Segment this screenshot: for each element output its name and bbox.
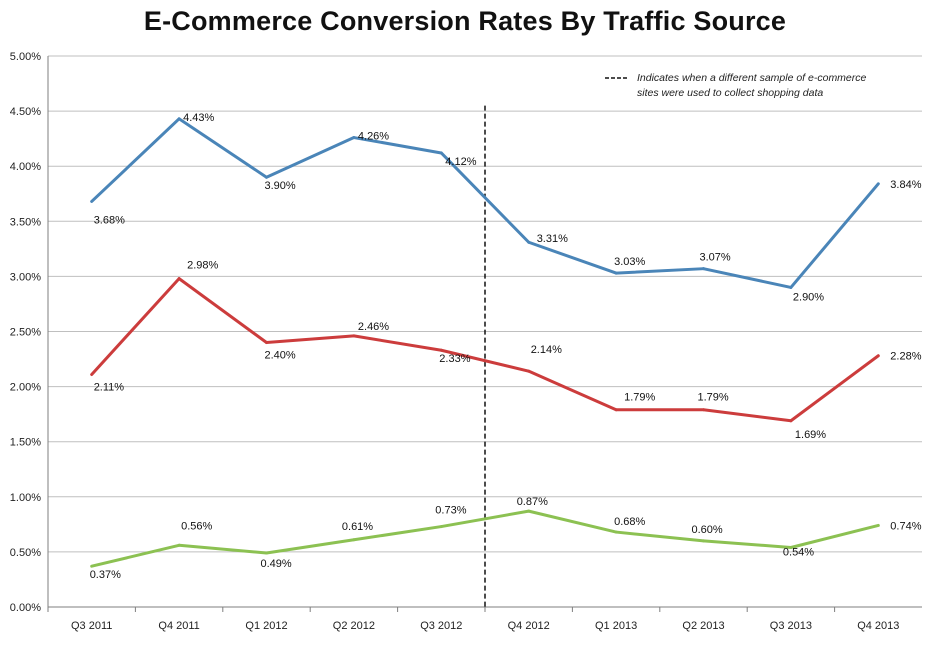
y-tick-label: 1.00% xyxy=(10,492,41,504)
series-3-data-label: 0.56% xyxy=(181,520,212,532)
series-2-segment xyxy=(527,369,618,412)
y-tick-label: 2.00% xyxy=(10,382,41,394)
series-3-data-label: 0.54% xyxy=(783,546,814,558)
y-tick-label: 2.50% xyxy=(10,327,41,339)
chart-title: E-Commerce Conversion Rates By Traffic S… xyxy=(143,6,787,36)
series-2-data-label: 1.69% xyxy=(795,429,826,441)
series-2-segment xyxy=(90,277,181,376)
x-tick-label: Q4 2012 xyxy=(508,620,550,632)
series-3-data-label: 0.60% xyxy=(692,524,723,536)
y-tick-label: 3.00% xyxy=(10,271,41,283)
series-1-segment xyxy=(789,182,880,289)
series-1-segment xyxy=(527,240,618,275)
x-tick-label: Q3 2013 xyxy=(770,620,812,632)
annotation-text: sites were used to collect shopping data xyxy=(637,87,823,99)
series-3-segment xyxy=(352,525,443,542)
series-2-segment xyxy=(702,408,793,423)
series-2-data-label: 2.46% xyxy=(358,321,389,333)
series-3-segment xyxy=(265,538,356,555)
series-3-data-label: 0.61% xyxy=(342,521,373,533)
series-1-segment xyxy=(614,267,705,275)
series-1-segment xyxy=(265,136,356,179)
series-1-segment xyxy=(702,267,793,289)
series-1-data-label: 4.43% xyxy=(183,112,214,124)
series-3-data-label: 0.49% xyxy=(261,558,292,570)
series-1-data-label: 3.90% xyxy=(265,180,296,192)
y-tick-label: 0.00% xyxy=(10,602,41,614)
series-1-data-label: 4.26% xyxy=(358,131,389,143)
series-2-segment xyxy=(265,334,356,345)
series-2-data-label: 1.79% xyxy=(624,392,655,404)
series-1-data-label: 3.68% xyxy=(94,214,125,226)
series-2-data-label: 2.33% xyxy=(439,353,470,365)
series-3-segment xyxy=(90,543,181,568)
series-3-segment xyxy=(789,523,880,549)
y-tick-label: 4.50% xyxy=(10,106,41,118)
series-1-data-label: 3.31% xyxy=(537,233,568,245)
series-3-segment xyxy=(439,509,531,529)
series-3-segment xyxy=(177,543,268,555)
x-tick-label: Q3 2011 xyxy=(71,620,112,632)
series-2-segment xyxy=(352,334,443,352)
x-tick-label: Q3 2012 xyxy=(420,620,462,632)
series-3-segment xyxy=(527,509,618,534)
series-3-data-label: 0.74% xyxy=(890,520,921,532)
x-tick-label: Q2 2013 xyxy=(682,620,724,632)
series-2-data-label: 2.28% xyxy=(890,351,921,363)
series-1-data-label: 3.03% xyxy=(614,256,645,268)
y-tick-label: 0.50% xyxy=(10,547,41,559)
series-3-data-label: 0.37% xyxy=(90,569,121,581)
series-1-segment xyxy=(177,117,268,179)
series-3-segment xyxy=(702,539,793,549)
series-1-data-label: 3.84% xyxy=(890,179,921,191)
series-3-segment xyxy=(614,530,705,543)
series-2-data-label: 2.14% xyxy=(531,344,562,356)
series-2-segment xyxy=(789,354,880,423)
series-1-data-label: 2.90% xyxy=(793,291,824,303)
x-tick-label: Q2 2012 xyxy=(333,620,375,632)
series-1-segment xyxy=(352,136,443,155)
series-1-segment xyxy=(439,151,531,244)
x-tick-label: Q4 2013 xyxy=(857,620,899,632)
series-3-data-label: 0.73% xyxy=(435,505,466,517)
x-tick-label: Q1 2012 xyxy=(245,620,287,632)
series-2-segment xyxy=(439,348,531,373)
y-tick-label: 1.50% xyxy=(10,437,41,449)
annotation-text: Indicates when a different sample of e-c… xyxy=(637,72,867,84)
series-2-data-label: 2.11% xyxy=(94,381,125,393)
series-2-data-label: 1.79% xyxy=(698,392,729,404)
y-tick-label: 3.50% xyxy=(10,216,41,228)
series-3-data-label: 0.87% xyxy=(517,496,548,508)
series-1-segment xyxy=(90,117,181,203)
series-2-segment xyxy=(177,277,268,345)
x-tick-label: Q4 2011 xyxy=(158,620,199,632)
series-1-data-label: 3.07% xyxy=(700,252,731,264)
series-2-data-label: 2.98% xyxy=(187,260,218,272)
y-tick-label: 5.00% xyxy=(10,51,41,63)
y-tick-label: 4.00% xyxy=(10,161,41,173)
series-3-data-label: 0.68% xyxy=(614,516,645,528)
series-2-data-label: 2.40% xyxy=(265,350,296,362)
x-tick-label: Q1 2013 xyxy=(595,620,637,632)
series-1-data-label: 4.12% xyxy=(445,156,476,168)
